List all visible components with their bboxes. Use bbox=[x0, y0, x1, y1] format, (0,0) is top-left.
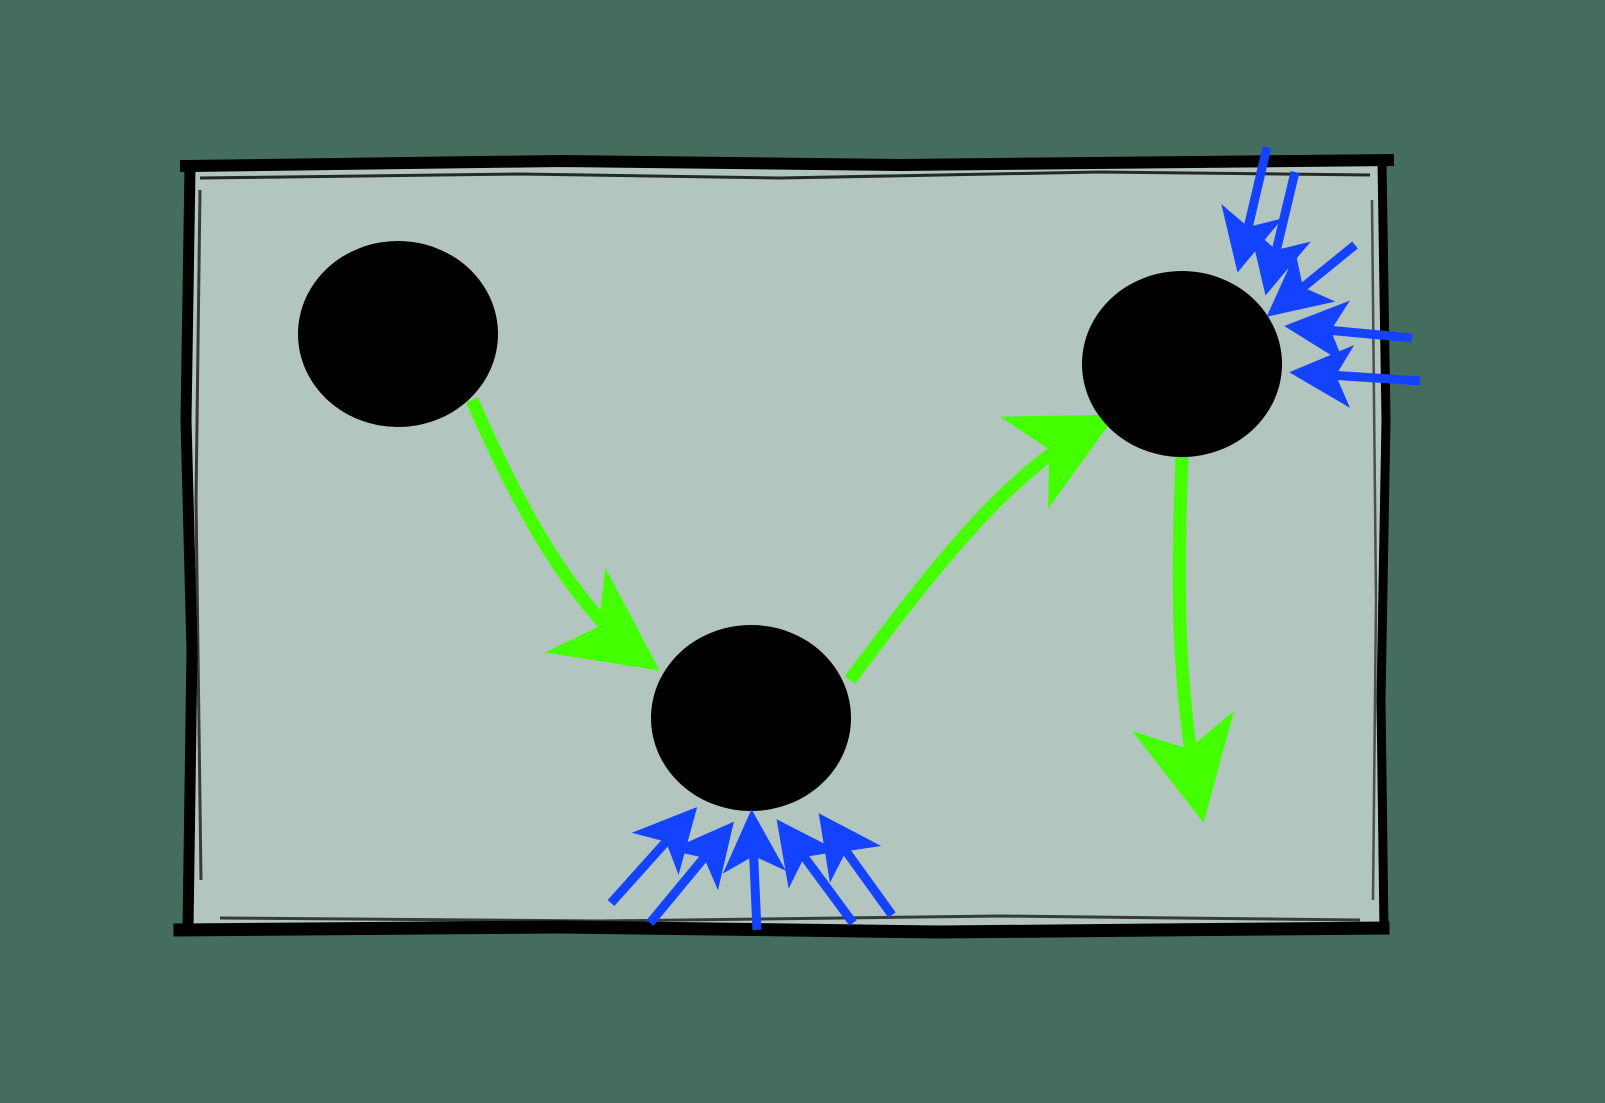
flow-arrow-node3-outward bbox=[1132, 454, 1235, 823]
force-arrows-node2 bbox=[607, 806, 896, 931]
force-arrows-node3 bbox=[1221, 145, 1421, 408]
flow-arrow-node1-to-node2 bbox=[466, 397, 660, 671]
flow-arrow-node2-to-node3 bbox=[844, 414, 1117, 684]
node-3 bbox=[1082, 271, 1282, 457]
node-1 bbox=[298, 241, 498, 427]
node-2 bbox=[651, 625, 851, 811]
